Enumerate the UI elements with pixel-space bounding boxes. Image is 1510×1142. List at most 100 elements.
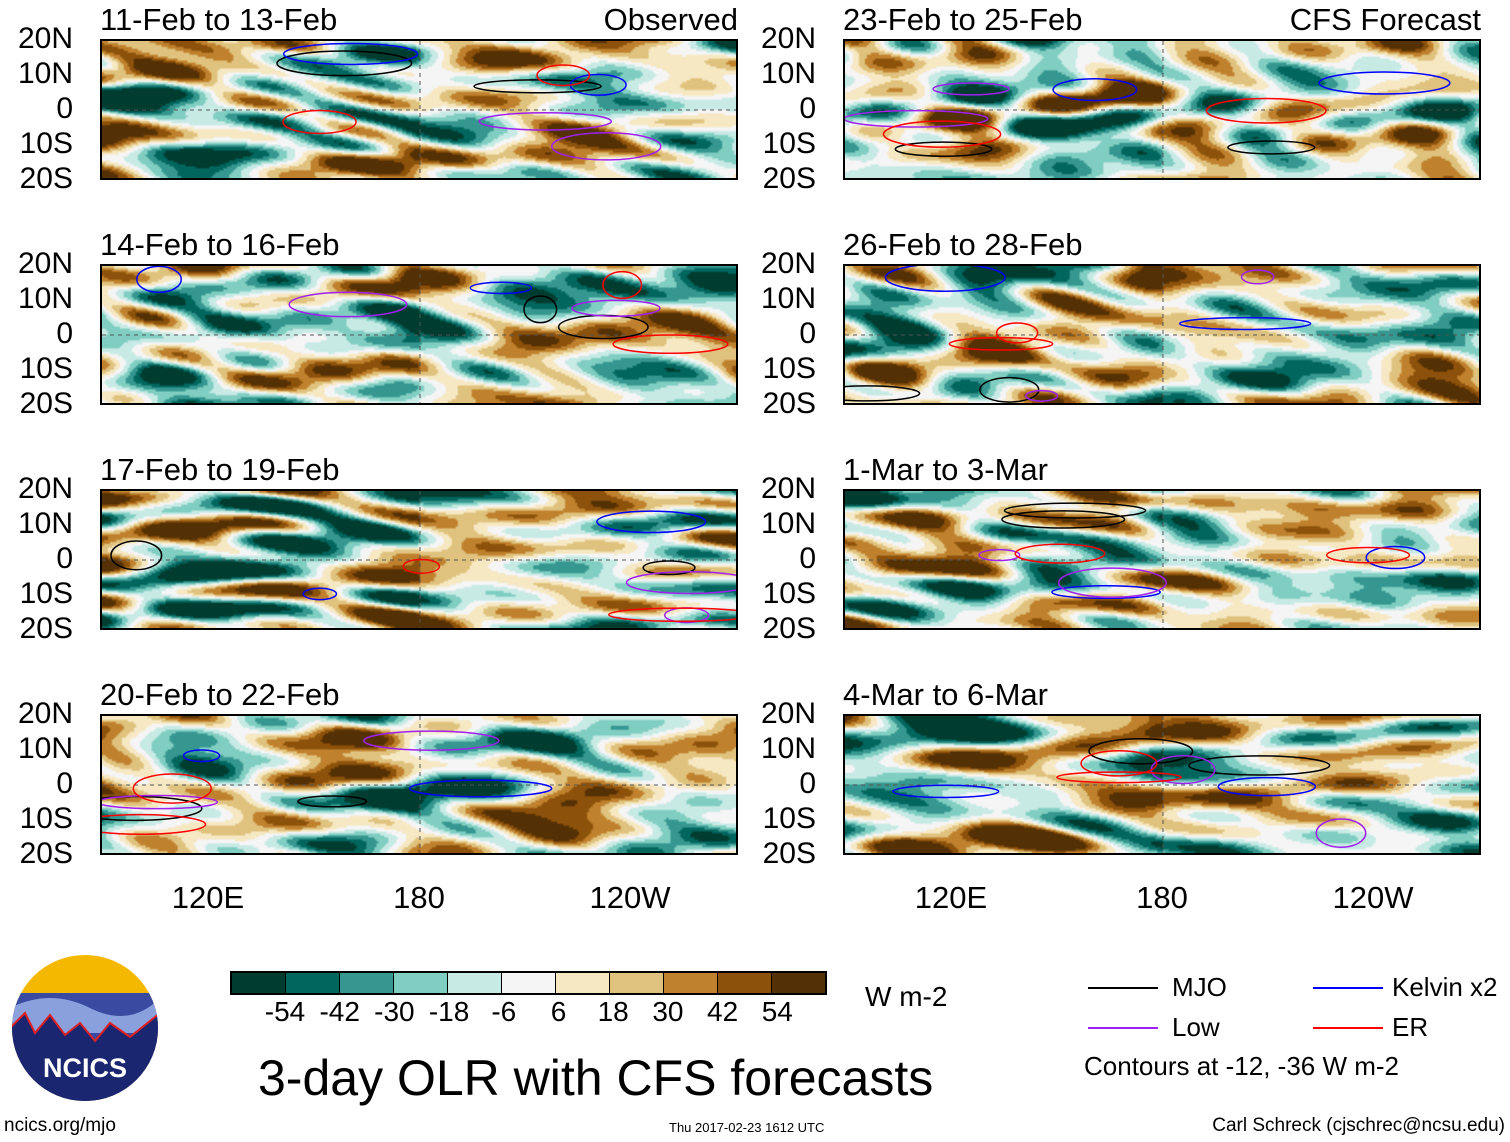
colorbar-swatch — [286, 973, 340, 993]
lat-tick-label: 20N — [760, 22, 816, 55]
lat-tick-label: 20N — [760, 697, 816, 730]
colorbar-swatch — [772, 973, 825, 993]
legend-line-er — [1313, 1027, 1383, 1029]
cfs-forecast-label: CFS Forecast — [1289, 2, 1481, 37]
colorbar-tick-label: -30 — [374, 996, 415, 1027]
contours — [102, 266, 736, 403]
ncics-logo: NCICS — [12, 955, 158, 1101]
colorbar-tick-label: 6 — [550, 996, 567, 1027]
panel-title: 4-Mar to 6-Mar — [843, 677, 1048, 712]
map-panel — [100, 489, 738, 630]
lat-tick-label: 20N — [760, 472, 816, 505]
contour-note: Contours at -12, -36 W m-2 — [1084, 1051, 1399, 1081]
panel-title: 1-Mar to 3-Mar — [843, 452, 1048, 487]
panel-title: 23-Feb to 25-Feb — [843, 2, 1083, 37]
lon-tick-label: 120E — [914, 880, 988, 915]
lat-tick-label: 10N — [17, 282, 73, 315]
lat-tick-label: 10S — [19, 802, 73, 835]
colorbar-tick-label: -18 — [428, 996, 470, 1027]
lat-tick-label: 0 — [56, 317, 73, 350]
lat-tick-label: 0 — [56, 767, 73, 800]
contours — [102, 491, 736, 628]
lon-tick-label: 120W — [1332, 880, 1414, 915]
lat-tick-label: 20S — [19, 162, 73, 195]
figure-title: 3-day OLR with CFS forecasts — [258, 1050, 934, 1106]
colorbar-tick-label: 54 — [761, 996, 793, 1027]
colorbar-swatch — [502, 973, 556, 993]
lat-tick-label: 0 — [799, 317, 816, 350]
svg-text:NCICS: NCICS — [43, 1053, 127, 1083]
panel-title: 26-Feb to 28-Feb — [843, 227, 1083, 262]
lat-tick-label: 10S — [19, 352, 73, 385]
lon-tick-label: 180 — [1136, 880, 1188, 915]
colorbar-tick-label: -42 — [319, 996, 360, 1027]
contours — [845, 716, 1479, 853]
lat-tick-label: 10S — [762, 577, 816, 610]
contours — [102, 41, 736, 178]
panel-title: 11-Feb to 13-Feb — [100, 2, 338, 37]
panel-title: 17-Feb to 19-Feb — [100, 452, 340, 487]
map-panel — [843, 714, 1481, 855]
colorbar-tick-label: 30 — [652, 996, 684, 1027]
colorbar-swatch — [664, 973, 718, 993]
panel-title: 20-Feb to 22-Feb — [100, 677, 340, 712]
lat-tick-label: 20N — [17, 697, 73, 730]
lat-tick-label: 10S — [762, 127, 816, 160]
legend-line-mjo — [1088, 987, 1158, 989]
lat-tick-label: 0 — [799, 542, 816, 575]
lat-tick-label: 10S — [762, 802, 816, 835]
contours — [845, 266, 1479, 403]
lon-tick-label: 120W — [589, 880, 671, 915]
colorbar-swatch — [232, 973, 286, 993]
lat-tick-label: 20N — [760, 247, 816, 280]
contours — [845, 491, 1479, 628]
lat-tick-label: 20N — [17, 247, 73, 280]
lat-tick-label: 10S — [762, 352, 816, 385]
lat-tick-label: 20S — [762, 162, 816, 195]
colorbar-swatch — [556, 973, 610, 993]
lat-tick-label: 10N — [760, 57, 816, 90]
lat-tick-label: 0 — [56, 542, 73, 575]
colorbar-tick-label: -54 — [264, 996, 306, 1027]
map-panel — [843, 489, 1481, 630]
map-panel — [100, 264, 738, 405]
legend-mjo: MJO — [1172, 972, 1227, 1002]
lat-tick-label: 20S — [762, 612, 816, 645]
colorbar-units: W m-2 — [865, 981, 948, 1012]
colorbar-swatch — [448, 973, 502, 993]
colorbar-tick-label: 18 — [597, 996, 629, 1027]
lat-tick-label: 0 — [56, 92, 73, 125]
lat-tick-label: 10N — [760, 732, 816, 765]
contours — [102, 716, 736, 853]
lat-tick-label: 10N — [760, 282, 816, 315]
legend-er: ER — [1392, 1012, 1429, 1042]
colorbar-swatch — [610, 973, 664, 993]
contours — [845, 41, 1479, 178]
panel-title: 14-Feb to 16-Feb — [100, 227, 340, 262]
lon-tick-label: 180 — [393, 880, 445, 915]
map-panel — [100, 39, 738, 180]
legend-low: Low — [1172, 1012, 1220, 1042]
lat-tick-label: 10N — [17, 507, 73, 540]
lat-tick-label: 20S — [19, 387, 73, 420]
lat-tick-label: 10N — [760, 507, 816, 540]
colorbar-swatch — [718, 973, 772, 993]
lat-tick-label: 20S — [762, 387, 816, 420]
colorbar-tick-label: -6 — [491, 996, 517, 1027]
lat-tick-label: 0 — [799, 92, 816, 125]
lat-tick-label: 20S — [19, 612, 73, 645]
legend-line-low — [1088, 1027, 1158, 1029]
lat-tick-label: 20S — [762, 837, 816, 870]
colorbar — [230, 971, 827, 995]
map-panel — [843, 39, 1481, 180]
footer-timestamp: Thu 2017-02-23 1612 UTC — [669, 1120, 825, 1135]
lat-tick-label: 10N — [17, 732, 73, 765]
colorbar-swatch — [394, 973, 448, 993]
lat-tick-label: 10S — [19, 127, 73, 160]
map-panel — [100, 714, 738, 855]
footer-url[interactable]: ncics.org/mjo — [4, 1115, 116, 1136]
lat-tick-label: 0 — [799, 767, 816, 800]
lon-tick-label: 120E — [171, 880, 245, 915]
observed-label: Observed — [603, 2, 738, 37]
